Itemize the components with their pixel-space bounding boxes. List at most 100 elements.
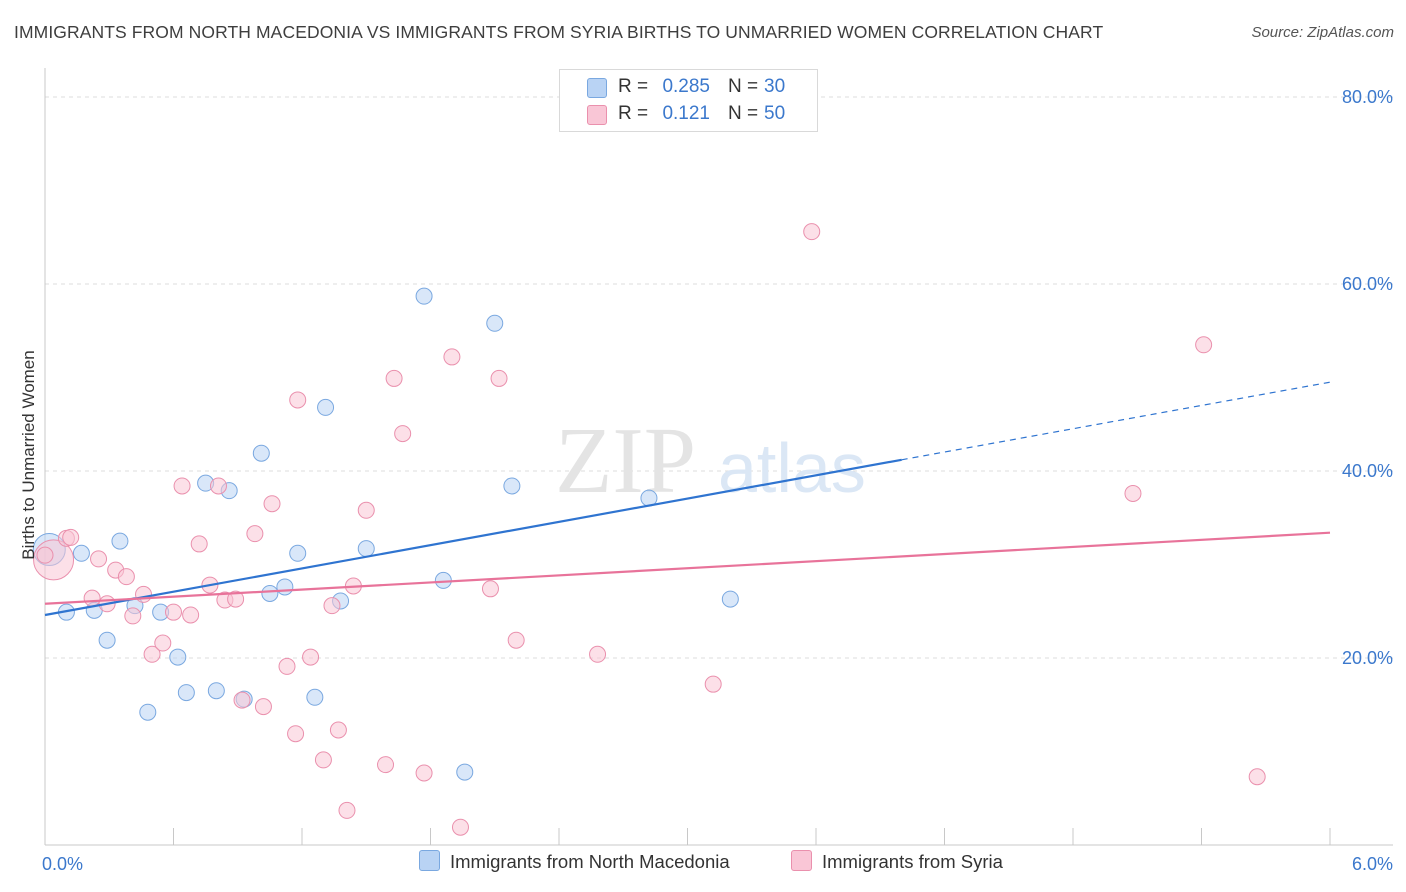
data-point-syria: [36, 546, 54, 564]
data-point-syria: [90, 550, 108, 568]
data-point-syria: [451, 818, 469, 836]
axes-layer: [44, 68, 1393, 846]
data-point-syria: [289, 391, 307, 409]
data-point-syria: [377, 756, 395, 774]
legend-item-north-macedonia[interactable]: Immigrants from North Macedonia: [419, 850, 730, 873]
n-label: N =: [728, 76, 759, 97]
y-tick-label: 60.0%: [1342, 274, 1393, 294]
data-point-syria: [329, 721, 347, 739]
data-point-syria: [1248, 768, 1266, 786]
x-tick-label: 6.0%: [1352, 854, 1393, 874]
data-point-syria: [385, 369, 403, 387]
data-point-syria: [263, 495, 281, 513]
n-value: 30: [764, 76, 786, 97]
data-point-north-macedonia: [306, 688, 324, 706]
data-point-syria: [1195, 336, 1213, 354]
data-point-north-macedonia: [139, 703, 157, 721]
n-value: 50: [764, 103, 786, 124]
data-point-syria: [117, 568, 135, 586]
grid-layer: [45, 96, 1393, 659]
pink-swatch: [587, 105, 607, 125]
data-point-syria: [589, 645, 607, 663]
data-point-syria: [338, 801, 356, 819]
data-point-syria: [190, 535, 208, 553]
data-point-syria: [490, 369, 508, 387]
data-point-north-macedonia: [503, 477, 521, 495]
data-point-north-macedonia: [486, 314, 504, 332]
legend-swatch-blue: [419, 850, 440, 871]
points-layer: [32, 223, 1266, 836]
r-value: 0.121: [662, 103, 710, 124]
data-point-syria: [246, 525, 264, 543]
y-axis-label: Births to Unmarried Women: [19, 350, 38, 559]
data-point-syria: [143, 645, 161, 663]
data-point-syria: [254, 698, 272, 716]
data-point-syria: [287, 725, 305, 743]
data-point-syria: [182, 606, 200, 624]
data-point-north-macedonia: [261, 584, 279, 602]
legend-label: Immigrants from Syria: [822, 851, 1003, 872]
data-point-syria: [481, 580, 499, 598]
r-label: R =: [618, 76, 649, 97]
data-point-syria: [154, 634, 172, 652]
data-point-syria: [507, 631, 525, 649]
data-point-north-macedonia: [357, 540, 375, 558]
legend-label: Immigrants from North Macedonia: [450, 851, 730, 872]
data-point-north-macedonia: [177, 684, 195, 702]
legend-item-syria[interactable]: Immigrants from Syria: [791, 850, 1003, 873]
r-label: R =: [618, 103, 649, 124]
r-value: 0.285: [662, 76, 710, 97]
data-point-north-macedonia: [276, 578, 294, 596]
data-point-syria: [302, 648, 320, 666]
data-point-syria: [165, 603, 182, 621]
trendline-north-macedonia-extension: [901, 381, 1331, 461]
y-tick-label: 40.0%: [1342, 461, 1393, 481]
data-point-syria: [233, 691, 251, 709]
data-point-syria: [227, 590, 245, 608]
data-point-syria: [62, 528, 80, 546]
data-point-syria: [415, 764, 433, 782]
data-point-north-macedonia: [415, 287, 433, 305]
data-point-syria: [323, 597, 341, 615]
data-point-syria: [124, 607, 142, 625]
data-point-syria: [1124, 484, 1142, 502]
y-tick-label: 80.0%: [1342, 87, 1393, 107]
data-point-syria: [704, 675, 722, 693]
data-point-syria: [83, 589, 101, 607]
x-tick-label: 0.0%: [42, 854, 83, 874]
data-point-syria: [314, 751, 332, 769]
data-point-north-macedonia: [207, 682, 225, 700]
data-point-syria: [357, 501, 375, 519]
stats-row-syria: R = 0.121 N = 50: [560, 100, 817, 126]
data-point-syria: [173, 477, 191, 495]
data-point-north-macedonia: [317, 398, 335, 416]
data-point-syria: [278, 657, 296, 675]
source-credit: Source: ZipAtlas.com: [1251, 24, 1394, 41]
blue-swatch: [587, 78, 607, 98]
data-point-syria: [443, 348, 461, 366]
data-point-syria: [803, 223, 821, 241]
data-point-north-macedonia: [111, 532, 129, 550]
y-tick-label: 20.0%: [1342, 648, 1393, 668]
data-point-syria: [394, 425, 412, 443]
data-point-north-macedonia: [289, 544, 307, 562]
correlation-stats-box: R = 0.285 N = 30 R = 0.121 N = 50: [559, 69, 818, 132]
watermark-atlas: atlas: [718, 429, 866, 507]
watermark-zip: ZIP: [555, 409, 696, 513]
labels-layer: 20.0% 40.0% 60.0% 80.0% 0.0% 6.0%: [42, 87, 1393, 874]
data-point-north-macedonia: [98, 631, 116, 649]
n-label: N =: [728, 103, 759, 124]
data-point-north-macedonia: [72, 544, 90, 562]
data-point-syria: [135, 585, 153, 603]
chart-title: IMMIGRANTS FROM NORTH MACEDONIA VS IMMIG…: [14, 22, 1104, 42]
data-point-north-macedonia: [721, 590, 739, 608]
watermark: ZIP atlas: [555, 409, 866, 513]
trend-layer: [44, 381, 1331, 617]
stats-row-north-macedonia: R = 0.285 N = 30: [560, 73, 817, 99]
legend-swatch-pink: [791, 850, 812, 871]
data-point-north-macedonia: [456, 763, 474, 781]
data-point-north-macedonia: [169, 648, 187, 666]
data-point-syria: [209, 477, 227, 495]
data-point-north-macedonia: [252, 444, 270, 462]
